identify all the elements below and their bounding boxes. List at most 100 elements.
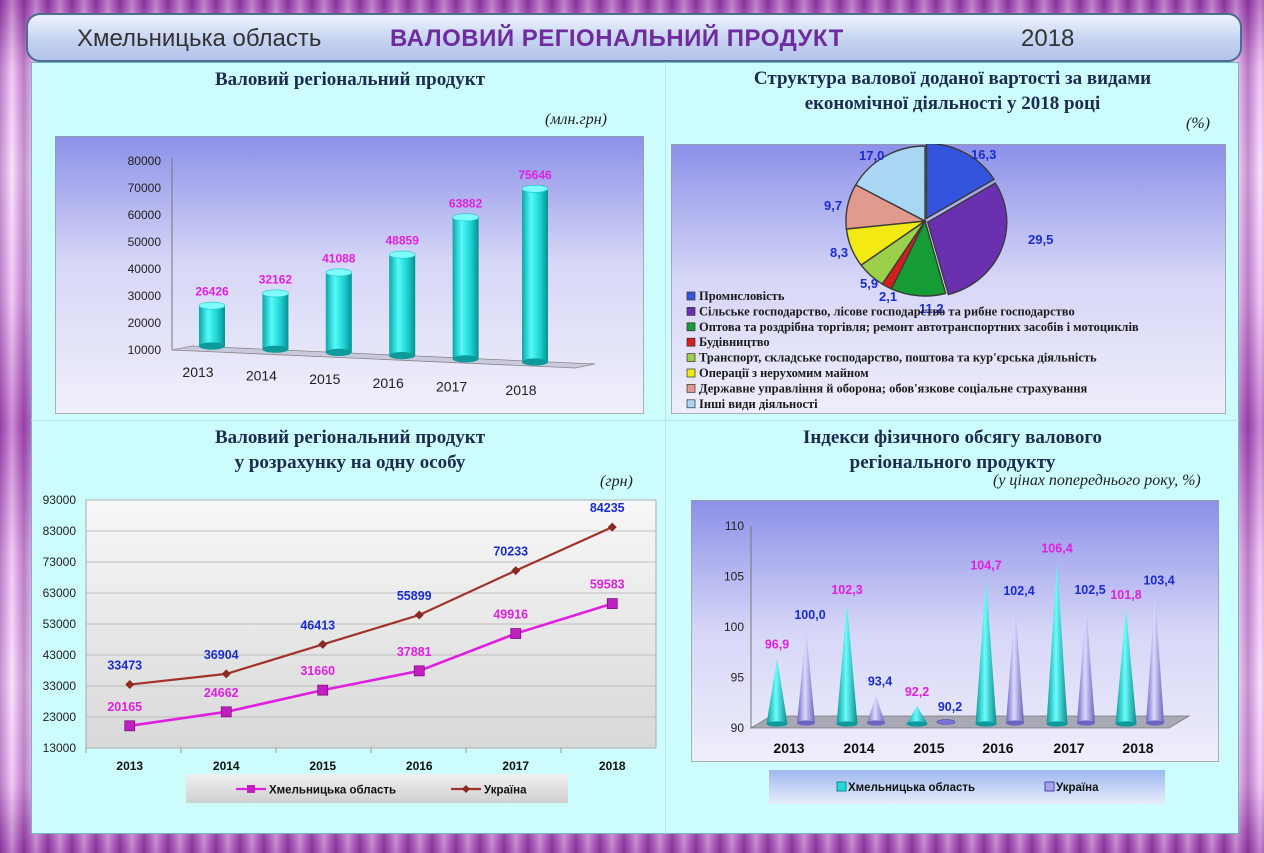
percapita-data-label: 49916 [493, 608, 528, 622]
legend-label: Україна [484, 785, 527, 797]
panel-divider-vertical [665, 62, 666, 834]
structure-slice-label: 16,3 [971, 147, 996, 162]
grp-chart: 10000 20000 30000 40000 50000 60000 70000 80000… [55, 136, 644, 414]
percapita-x-tick: 2015 [309, 759, 336, 773]
percapita-title-line2: у розрахунку на одну особу [234, 452, 466, 473]
indices-cone [936, 719, 956, 725]
indices-data-label: 106,4 [1041, 541, 1072, 555]
grp-data-label: 63882 [449, 196, 483, 210]
legend-label: Хмельницька область [269, 785, 396, 797]
indices-x-tick: 2018 [1122, 740, 1153, 756]
structure-legend-item: Транспорт, складське господарство, пошто… [686, 351, 1097, 365]
grp-data-label: 75646 [518, 168, 552, 182]
indices-cone [975, 579, 997, 727]
percapita-title-line1: Валовий регіональний продукт [214, 427, 486, 448]
structure-chart: 16,3 29,5 11,2 2,15,9 8,3 9,7 17,0 Промисловіс… [671, 144, 1226, 414]
legend-label: Інші види діяльності [699, 397, 818, 411]
grp-y-tick: 40000 [128, 262, 162, 276]
percapita-y-tick: 43000 [43, 648, 77, 662]
grp-y-tick: 80000 [128, 154, 162, 168]
indices-legend-item: Україна [1044, 781, 1099, 794]
structure-slice [925, 144, 995, 220]
percapita-x-tick: 2014 [213, 759, 240, 773]
percapita-y-tick: 13000 [43, 741, 77, 755]
percapita-data-label: 46413 [300, 618, 335, 632]
percapita-point [413, 665, 425, 677]
percapita-data-label: 36904 [204, 648, 239, 662]
percapita-unit: (грн) [600, 473, 633, 490]
legend-label: Оптова та роздрібна торгівля; ремонт авт… [699, 320, 1139, 334]
percapita-data-label: 33473 [107, 659, 142, 673]
indices-cone [766, 658, 788, 727]
indices-x-tick: 2016 [982, 740, 1013, 756]
indices-chart: 90 95 100 105 110 2013 2014 2015 2016 2017 2018 96… [691, 500, 1219, 762]
structure-legend-item: Інші види діяльності [686, 397, 818, 411]
indices-y-tick: 100 [724, 620, 744, 634]
structure-slice-label: 5,9 [860, 276, 878, 291]
structure-slice-label: 11,2 [919, 301, 944, 316]
percapita-point [510, 628, 522, 639]
percapita-point [125, 680, 135, 690]
indices-data-label: 104,7 [970, 559, 1001, 573]
indices-title-line1: Індекси фізичного обсягу валового [802, 427, 1103, 448]
indices-cone [1115, 608, 1137, 727]
structure-legend-item: Сільське господарство, лісове господарст… [686, 304, 1075, 318]
grp-x-tick: 2016 [373, 375, 404, 391]
structure-legend-item: Промисловість [686, 289, 785, 303]
grp-data-label: 48859 [386, 234, 420, 248]
grp-y-tick: 70000 [128, 181, 162, 195]
legend-swatch [836, 781, 847, 792]
indices-cone [906, 705, 928, 727]
percapita-series-line [129, 526, 613, 686]
indices-data-label: 102,3 [831, 583, 862, 597]
percapita-point [221, 669, 231, 679]
percapita-data-label: 37881 [397, 645, 432, 659]
legend-swatch [686, 384, 696, 393]
grp-title: Валовий регіональний продукт [214, 69, 486, 90]
legend-swatch [1044, 781, 1055, 792]
structure-title-line2: економічної діяльності у 2018 році [804, 93, 1101, 114]
percapita-point [606, 598, 618, 609]
grp-bar [198, 301, 226, 350]
structure-slice-label: 17,0 [859, 148, 884, 163]
indices-data-label: 92,2 [905, 685, 929, 699]
percapita-data-label: 20165 [107, 700, 142, 714]
structure-slice [926, 182, 1008, 296]
percapita-point [317, 684, 329, 696]
legend-swatch [686, 337, 696, 347]
grp-y-tick: 20000 [128, 316, 162, 330]
indices-data-label: 101,8 [1110, 588, 1141, 602]
grp-x-tick: 2014 [246, 368, 277, 384]
grp-bar [325, 268, 353, 356]
grp-y-tick: 50000 [128, 235, 162, 249]
structure-slice [854, 145, 926, 223]
header-region: Хмельницька область [77, 25, 322, 52]
percapita-legend-item: Хмельницька область [236, 785, 396, 797]
structure-legend-item: Будівництво [686, 335, 770, 349]
indices-data-label: 103,4 [1143, 574, 1174, 588]
percapita-point [511, 566, 521, 576]
percapita-y-tick: 33000 [43, 679, 77, 693]
indices-data-label: 102,5 [1074, 583, 1105, 597]
legend-label: Хмельницька область [848, 782, 975, 794]
indices-cone [1006, 604, 1024, 726]
structure-unit: (%) [1186, 115, 1210, 132]
structure-title-line1: Структура валової доданої вартості за ви… [753, 68, 1152, 89]
percapita-x-tick: 2013 [116, 759, 143, 773]
percapita-series-line [129, 602, 613, 728]
indices-y-tick: 95 [731, 671, 745, 685]
indices-title-line2: регіонального продукту [849, 452, 1056, 473]
indices-data-label: 102,4 [1003, 584, 1034, 598]
grp-unit: (млн.грн) [545, 111, 607, 128]
indices-data-label: 93,4 [868, 675, 892, 689]
legend-label: Промисловість [699, 289, 785, 303]
structure-legend-item: Державне управління й оборона; обов'язко… [686, 381, 1088, 395]
legend-label: Україна [1056, 782, 1099, 794]
percapita-data-label: 84235 [590, 501, 625, 515]
indices-x-tick: 2014 [843, 740, 874, 756]
grp-bar [388, 250, 416, 360]
legend-swatch [686, 307, 696, 316]
percapita-y-tick: 73000 [43, 555, 77, 569]
legend-label: Операції з нерухомим майном [699, 366, 869, 380]
indices-data-label: 100,0 [794, 608, 825, 622]
